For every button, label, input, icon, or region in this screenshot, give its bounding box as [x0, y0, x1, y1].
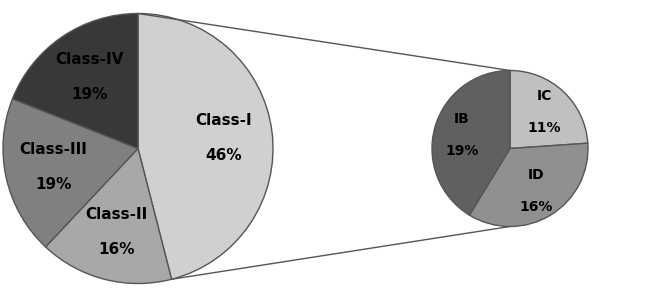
Text: 16%: 16%	[519, 200, 552, 214]
Text: 46%: 46%	[205, 148, 242, 162]
Text: 11%: 11%	[527, 121, 561, 135]
Wedge shape	[138, 13, 273, 279]
Text: Class-IV: Class-IV	[55, 52, 123, 67]
Text: IB: IB	[454, 112, 470, 126]
Wedge shape	[469, 143, 588, 227]
Wedge shape	[432, 70, 510, 215]
Text: Class-III: Class-III	[20, 143, 88, 157]
Wedge shape	[3, 99, 138, 247]
Text: Class-II: Class-II	[85, 207, 148, 222]
Text: 19%: 19%	[71, 87, 108, 102]
Text: 19%: 19%	[36, 177, 72, 192]
Text: IC: IC	[537, 89, 552, 103]
Wedge shape	[510, 70, 588, 148]
Text: Class-I: Class-I	[195, 113, 252, 128]
Text: 19%: 19%	[446, 144, 478, 158]
Wedge shape	[46, 148, 172, 284]
Wedge shape	[13, 13, 138, 148]
Text: 16%: 16%	[98, 242, 135, 257]
Polygon shape	[138, 13, 510, 279]
Text: ID: ID	[527, 168, 544, 182]
